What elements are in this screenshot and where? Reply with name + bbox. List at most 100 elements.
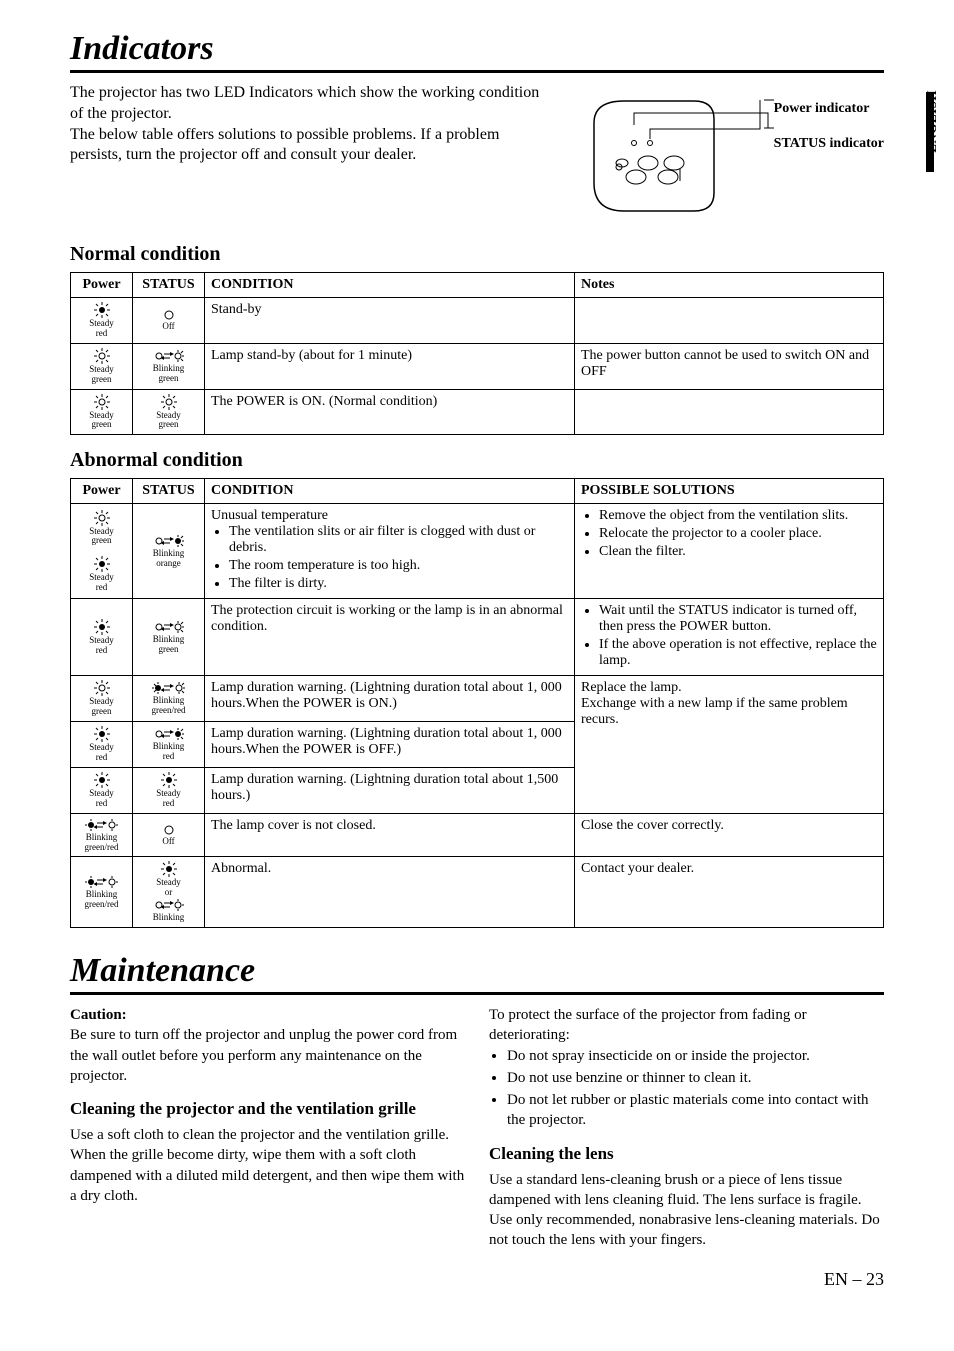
protect-text: To protect the surface of the projector … [489,1005,884,1046]
status-indicator-label: STATUS indicator [774,126,884,161]
condition-cell: Lamp duration warning. (Lightning durati… [205,676,575,722]
blinking-icon [154,727,184,741]
intro-text: The projector has two LED Indicators whi… [70,83,554,166]
blinking-two-icon [85,875,119,889]
solution-cell: Replace the lamp. Exchange with a new la… [575,676,884,813]
caution-head: Caution: [70,1007,127,1023]
normal-condition-table: Power STATUS CONDITION Notes Steady red … [70,272,884,435]
condition-cell: The protection circuit is working or the… [205,599,575,676]
intro-row: The projector has two LED Indicators whi… [70,83,884,223]
indicators-title: Indicators [70,30,884,73]
caution-text: Be sure to turn off the projector and un… [70,1025,465,1086]
notes-cell [575,389,884,435]
blinking-icon [154,534,184,548]
col-condition: CONDITION [205,479,575,504]
sun-outline-icon [161,394,177,410]
solution-cell: Wait until the STATUS indicator is turne… [575,599,884,676]
icon-label: Blinking orange [153,548,185,568]
icon-label: Steady green [156,410,181,430]
icon-label: Blinking [153,912,185,922]
normal-condition-head: Normal condition [70,243,884,266]
table-row: Blinking green/red Off The lamp cover is… [71,813,884,857]
condition-cell: The lamp cover is not closed. [205,813,575,857]
bullet: Do not let rubber or plastic materials c… [507,1090,884,1131]
maintenance-title: Maintenance [70,952,884,995]
page-number: EN – 23 [70,1269,884,1290]
icon-label: Steady red [156,788,181,808]
icon-label: Steady red [89,742,114,762]
bullet: Clean the filter. [599,544,877,560]
table-row: Blinking green/red Steady or Blinking Ab… [71,857,884,928]
condition-cell: The POWER is ON. (Normal condition) [205,389,575,435]
condition-cell: Unusual temperature The ventilation slit… [205,504,575,599]
solution-cell: Contact your dealer. [575,857,884,928]
blinking-icon [154,349,184,363]
condition-cell: Lamp stand-by (about for 1 minute) [205,343,575,389]
cleaning-projector-head: Cleaning the projector and the ventilati… [70,1098,465,1121]
table-row: Steady green Steady green The POWER is O… [71,389,884,435]
icon-label: Steady green [89,696,114,716]
condition-cell: Abnormal. [205,857,575,928]
table-row: Steady red Blinking green The protection… [71,599,884,676]
cleaning-projector-text: Use a soft cloth to clean the projector … [70,1125,465,1206]
icon-label: Steady green [89,526,114,546]
sun-outline-icon [94,510,110,526]
sun-icon [161,772,177,788]
bullet: If the above operation is not effective,… [599,637,877,669]
icon-label: Steady green [89,410,114,430]
side-bar [926,92,934,172]
icon-label: Steady red [89,788,114,808]
cond-text: Unusual temperature [211,508,328,523]
bullet: Do not spray insecticide on or inside th… [507,1046,884,1066]
icon-label: Blinking red [153,741,185,761]
icon-label: Blinking green/red [152,695,186,715]
icon-label: Steady red [89,572,114,592]
bullet: The room temperature is too high. [229,558,568,574]
bullet: Relocate the projector to a cooler place… [599,526,877,542]
col-notes: Notes [575,273,884,298]
power-indicator-label: Power indicator [774,91,884,126]
off-icon [163,309,175,321]
condition-cell: Lamp duration warning. (Lightning durati… [205,767,575,813]
sun-icon [94,619,110,635]
icon-label: Blinking green/red [85,889,119,909]
indicator-diagram: Power indicator STATUS indicator [574,83,884,223]
condition-cell: Lamp duration warning. (Lightning durati… [205,722,575,768]
sun-icon [161,861,177,877]
blinking-two-icon [152,681,186,695]
col-power: Power [71,479,133,504]
col-power: Power [71,273,133,298]
col-status: STATUS [133,273,205,298]
icon-label: Off [162,321,174,331]
col-status: STATUS [133,479,205,504]
icon-label: Steady or [156,877,181,897]
sun-icon [94,302,110,318]
bullet: Remove the object from the ventilation s… [599,508,877,524]
maintenance-columns: Caution: Be sure to turn off the project… [70,1005,884,1250]
sun-outline-icon [94,394,110,410]
abnormal-condition-head: Abnormal condition [70,449,884,472]
sun-icon [94,772,110,788]
icon-label: Blinking green [153,363,185,383]
blinking-two-icon [85,818,119,832]
cleaning-lens-head: Cleaning the lens [489,1143,884,1166]
table-row: Steady red Off Stand-by [71,298,884,344]
icon-label: Blinking green [153,634,185,654]
blinking-icon [154,898,184,912]
bullet: The filter is dirty. [229,576,568,592]
notes-cell: The power button cannot be used to switc… [575,343,884,389]
icon-label: Steady red [89,318,114,338]
bullet: Do not use benzine or thinner to clean i… [507,1068,884,1088]
notes-cell [575,298,884,344]
table-row: Steady green Blinking green/red Lamp dur… [71,676,884,722]
table-row: Steady green Blinking green Lamp stand-b… [71,343,884,389]
icon-label: Steady red [89,635,114,655]
sun-icon [94,556,110,572]
bullet: The ventilation slits or air filter is c… [229,524,568,556]
blinking-icon [154,620,184,634]
icon-label: Blinking green/red [85,832,119,852]
condition-cell: Stand-by [205,298,575,344]
sun-icon [94,726,110,742]
icon-label: Steady green [89,364,114,384]
sun-outline-icon [94,348,110,364]
